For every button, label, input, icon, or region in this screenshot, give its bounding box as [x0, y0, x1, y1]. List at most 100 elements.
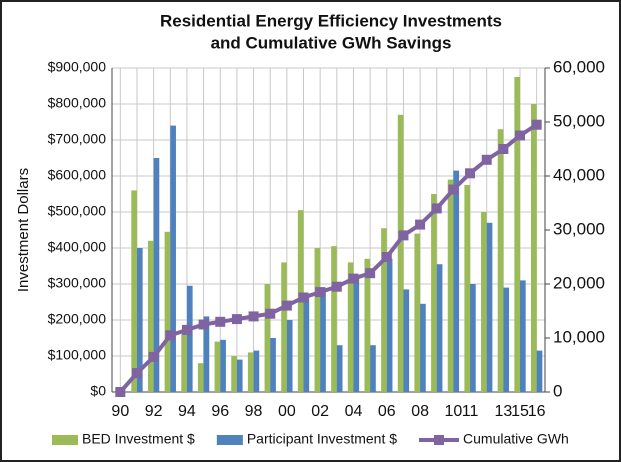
bar — [436, 264, 443, 392]
bar — [236, 359, 243, 392]
marker — [415, 219, 426, 230]
bar — [497, 129, 504, 392]
bar — [420, 303, 426, 392]
bar — [431, 194, 437, 392]
bar — [320, 287, 326, 392]
bar — [503, 287, 510, 392]
bar — [253, 350, 260, 392]
y-tick-label: $600,000 — [48, 167, 107, 183]
x-tick-label: 02 — [311, 403, 329, 420]
bar — [247, 352, 254, 392]
bar — [270, 338, 276, 392]
bar — [303, 294, 310, 392]
marker — [315, 287, 326, 298]
y-tick-label: $400,000 — [48, 239, 107, 255]
marker — [115, 387, 126, 397]
bar — [470, 284, 476, 392]
bar — [481, 212, 487, 392]
bar — [214, 341, 221, 392]
y-axis-title: Investment Dollars — [15, 168, 32, 292]
bar — [397, 114, 404, 393]
marker — [531, 119, 542, 130]
marker — [515, 130, 526, 141]
marker — [331, 281, 342, 292]
y2-tick-label: 60,000 — [553, 57, 605, 76]
marker — [498, 144, 509, 154]
bar — [381, 228, 387, 392]
legend-label: BED Investment $ — [82, 431, 195, 447]
marker — [281, 300, 292, 311]
bar — [386, 258, 393, 392]
x-tick-label: 06 — [378, 403, 396, 420]
bar — [164, 231, 171, 392]
bar — [370, 345, 376, 392]
bar — [331, 246, 337, 392]
bar — [286, 320, 293, 392]
x-tick-label: 96 — [211, 403, 229, 420]
bar — [403, 289, 410, 392]
x-tick-label: 04 — [345, 403, 363, 420]
bar — [186, 285, 193, 392]
marker — [431, 203, 442, 214]
bar — [181, 334, 187, 392]
bar — [464, 185, 471, 392]
bar — [414, 233, 421, 392]
bar — [447, 179, 454, 392]
marker — [215, 316, 226, 327]
bar — [231, 356, 237, 392]
bar — [453, 170, 460, 392]
y2-tick-label: 0 — [553, 381, 562, 400]
x-tick-label: 10 — [445, 403, 463, 420]
legend-swatch — [434, 435, 445, 445]
marker — [181, 324, 192, 335]
bar — [531, 104, 537, 392]
x-tick-label: 98 — [245, 403, 263, 420]
bar — [520, 280, 526, 392]
y-tick-label: $700,000 — [48, 131, 107, 147]
y2-tick-label: 10,000 — [553, 327, 605, 346]
x-tick-label: 16 — [528, 403, 546, 420]
y2-tick-label: 30,000 — [553, 219, 605, 238]
x-tick-label: 15 — [511, 403, 529, 420]
marker — [398, 230, 409, 241]
legend-swatch — [216, 435, 243, 445]
marker — [365, 268, 376, 279]
y-tick-label: $300,000 — [48, 275, 107, 291]
marker — [381, 252, 392, 262]
x-tick-label: 90 — [111, 403, 129, 420]
y-tick-label: $100,000 — [48, 347, 107, 363]
chart-subtitle: and Cumulative GWh Savings — [211, 33, 452, 52]
marker — [231, 314, 242, 325]
chart-title: Residential Energy Efficiency Investment… — [160, 11, 502, 30]
marker — [148, 351, 159, 362]
x-tick-label: 94 — [178, 403, 196, 420]
x-tick-label: 92 — [145, 403, 163, 420]
marker — [348, 273, 359, 284]
y-tick-label: $200,000 — [48, 311, 107, 327]
bar — [147, 240, 154, 392]
bar — [203, 316, 210, 392]
x-tick-label: 00 — [278, 403, 296, 420]
marker — [465, 168, 476, 179]
bar — [514, 77, 521, 392]
y2-tick-label: 40,000 — [553, 165, 605, 184]
marker — [481, 154, 492, 165]
legend-label: Participant Investment $ — [247, 431, 397, 447]
marker — [448, 184, 459, 195]
legend-label: Cumulative GWh — [463, 431, 569, 447]
bar — [536, 350, 543, 392]
bar — [336, 345, 343, 392]
y2-tick-label: 50,000 — [553, 111, 605, 130]
bar — [486, 222, 493, 392]
bar — [347, 262, 354, 392]
bar — [136, 248, 143, 392]
bar — [364, 258, 371, 392]
marker — [248, 311, 259, 322]
x-tick-label: 08 — [411, 403, 429, 420]
y-tick-label: $800,000 — [48, 95, 107, 111]
bar — [197, 363, 204, 392]
y-tick-label: $900,000 — [48, 59, 107, 75]
x-tick-label: 13 — [494, 403, 512, 420]
bar — [153, 158, 160, 392]
